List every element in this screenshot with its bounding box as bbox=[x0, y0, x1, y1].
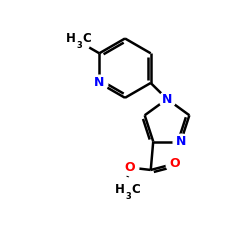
Text: O: O bbox=[169, 157, 179, 170]
Text: 3: 3 bbox=[126, 192, 131, 201]
Text: N: N bbox=[94, 76, 104, 90]
Text: O: O bbox=[124, 161, 135, 174]
Text: N: N bbox=[176, 135, 186, 148]
Text: H: H bbox=[66, 32, 76, 45]
Text: 3: 3 bbox=[76, 41, 82, 50]
Text: N: N bbox=[162, 92, 172, 106]
Text: C: C bbox=[82, 32, 91, 45]
Text: H: H bbox=[115, 183, 125, 196]
Text: C: C bbox=[131, 183, 140, 196]
